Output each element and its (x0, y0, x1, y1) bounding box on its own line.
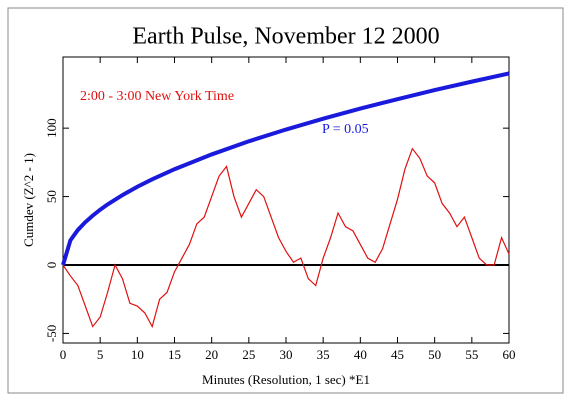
x-tick-label: 30 (280, 347, 293, 362)
x-tick-label: 60 (503, 347, 516, 362)
x-tick-label: 15 (168, 347, 181, 362)
x-tick-label: 25 (242, 347, 255, 362)
x-tick-label: 50 (428, 347, 441, 362)
annotation: 2:00 - 3:00 New York Time (80, 89, 234, 104)
x-tick-label: 45 (391, 347, 404, 362)
y-tick-label: 0 (44, 262, 59, 269)
x-tick-label: 10 (131, 347, 144, 362)
chart-title: Earth Pulse, November 12 2000 (132, 24, 439, 50)
x-tick-label: 40 (354, 347, 367, 362)
y-tick-label: 50 (44, 190, 59, 203)
annotation: P = 0.05 (322, 122, 369, 137)
x-tick-label: 0 (60, 347, 67, 362)
x-tick-label: 35 (317, 347, 330, 362)
frame (7, 7, 564, 394)
series-line (62, 147, 510, 329)
x-tick-label: 55 (465, 347, 478, 362)
y-tick-label: -50 (44, 325, 59, 342)
x-tick-label: 20 (205, 347, 218, 362)
x-axis-label: Minutes (Resolution, 1 sec) *E1 (202, 372, 370, 387)
x-tick-label: 5 (97, 347, 104, 362)
y-tick-label: 100 (44, 118, 59, 138)
y-axis-label: Cumdev (Z^2 - 1) (21, 153, 36, 247)
series-line (61, 71, 510, 266)
